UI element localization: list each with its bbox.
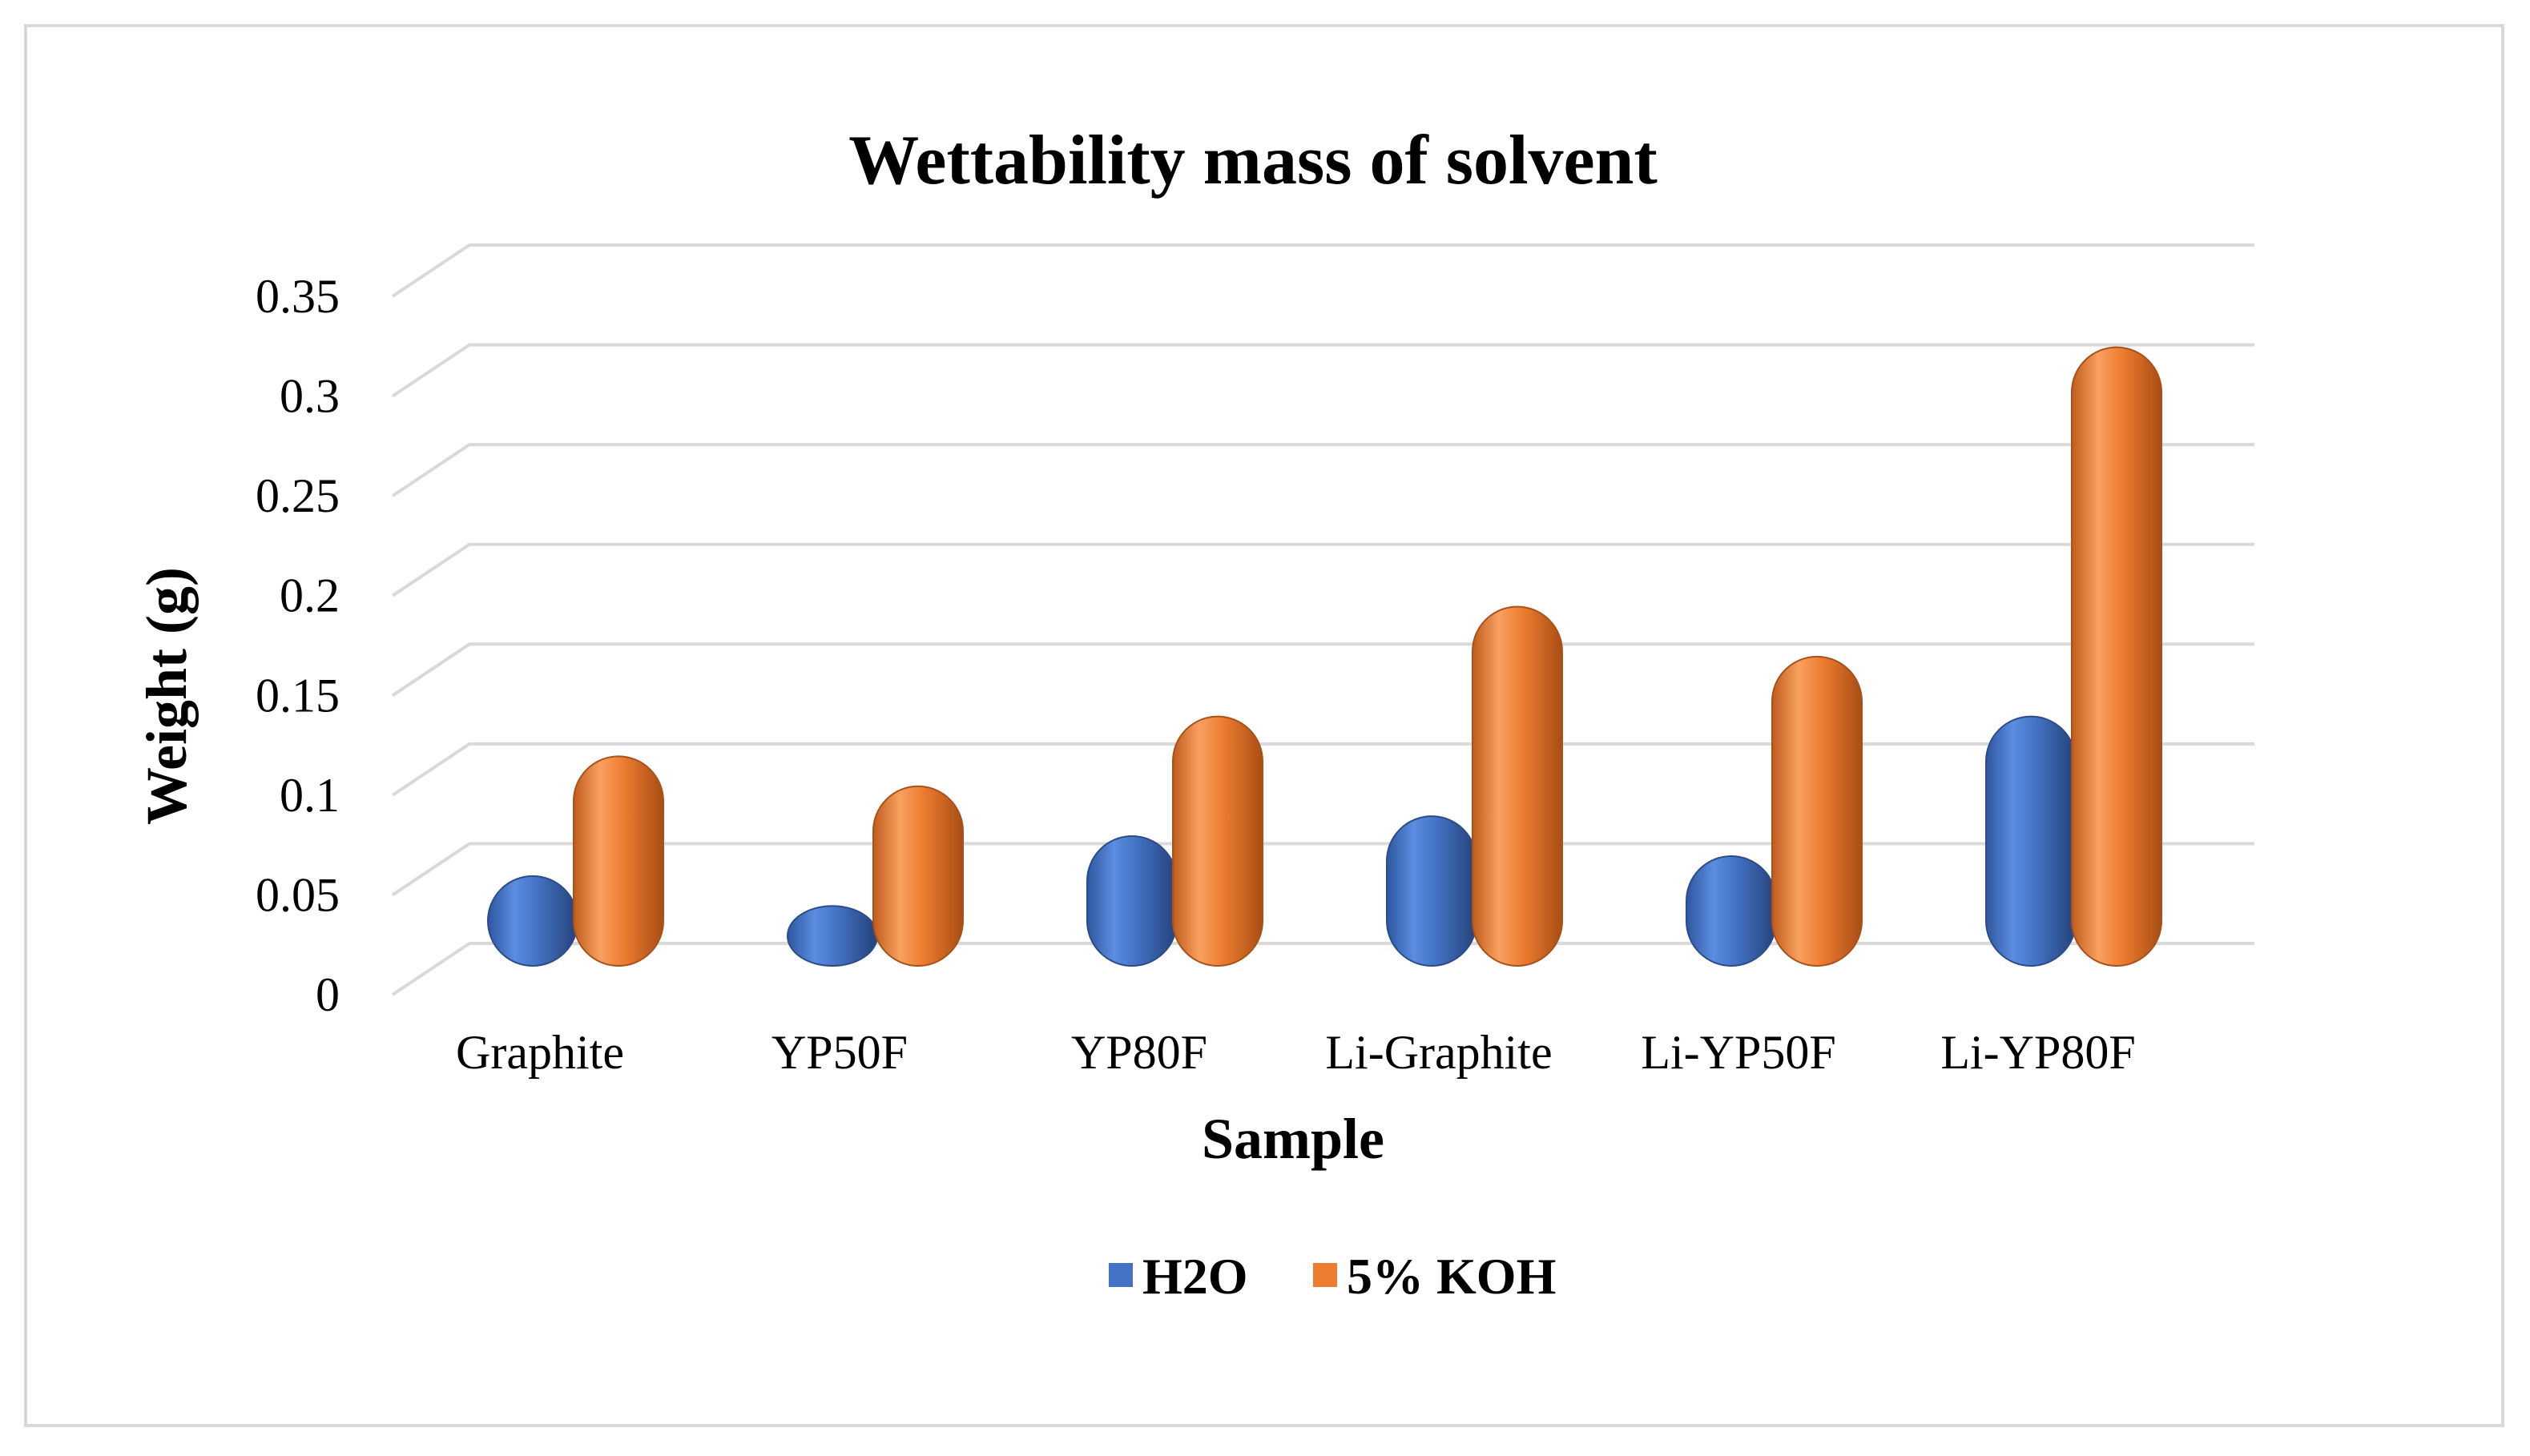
legend-swatch-koh	[1313, 1263, 1337, 1287]
y-tick-label: 0.25	[256, 469, 340, 522]
x-tick-label: Li-Graphite	[1325, 1026, 1552, 1079]
chart-canvas: Wettability mass of solvent 0 0.05 0.1 0.15…	[135, 122, 2254, 1305]
gridline	[391, 742, 2254, 797]
gridline	[391, 842, 2254, 897]
x-tick-label: Li-YP50F	[1641, 1026, 1835, 1079]
gridline	[391, 243, 2254, 298]
bar-h2o-li-graphite	[1386, 815, 1477, 967]
x-axis-ticks: Graphite YP50F YP80F Li-Graphite Li-YP50F Li-…	[456, 1026, 2136, 1079]
gridline	[391, 642, 2254, 697]
bar-koh-li-graphite	[1472, 605, 1563, 967]
legend: H2O 5% KOH	[1109, 1248, 1556, 1305]
bar-h2o-li-yp50f	[1686, 855, 1777, 967]
y-axis-ticks: 0 0.05 0.1 0.15 0.2 0.25 0.3 0.35	[256, 270, 340, 1021]
bar-h2o-li-yp80f	[1985, 715, 2077, 967]
bar-koh-li-yp80f	[2071, 346, 2162, 967]
legend-label-koh: 5% KOH	[1347, 1248, 1556, 1305]
y-tick-label: 0.35	[256, 270, 340, 323]
chart-title: Wettability mass of solvent	[848, 122, 1658, 199]
x-tick-label: YP50F	[771, 1026, 908, 1079]
bars	[487, 346, 2162, 967]
y-tick-label: 0	[316, 968, 340, 1021]
bar-koh-yp50f	[872, 785, 964, 967]
y-tick-label: 0.1	[280, 769, 340, 822]
x-tick-label: Li-YP80F	[1940, 1026, 2135, 1079]
x-tick-label: YP80F	[1071, 1026, 1207, 1079]
bar-koh-graphite	[573, 755, 664, 967]
x-tick-label: Graphite	[456, 1026, 624, 1079]
y-tick-label: 0.05	[256, 868, 340, 921]
bar-h2o-yp50f	[787, 905, 878, 967]
chart-frame: Wettability mass of solvent 0 0.05 0.1 0.15…	[24, 24, 2504, 1427]
bar-h2o-graphite	[487, 875, 578, 967]
bar-h2o-yp80f	[1086, 835, 1178, 967]
y-tick-label: 0.3	[280, 370, 340, 423]
y-axis-title: Weight (g)	[135, 567, 199, 825]
gridline	[391, 942, 2254, 996]
bar-koh-li-yp50f	[1771, 655, 1863, 967]
gridline	[391, 542, 2254, 597]
legend-label-h2o: H2O	[1142, 1248, 1248, 1305]
y-tick-label: 0.2	[280, 569, 340, 622]
x-axis-title: Sample	[1202, 1107, 1384, 1171]
legend-swatch-h2o	[1109, 1263, 1133, 1287]
y-tick-label: 0.15	[256, 669, 340, 722]
gridline	[391, 443, 2254, 497]
gridlines	[391, 243, 2254, 996]
bar-koh-yp80f	[1172, 715, 1263, 967]
gridline	[391, 343, 2254, 398]
